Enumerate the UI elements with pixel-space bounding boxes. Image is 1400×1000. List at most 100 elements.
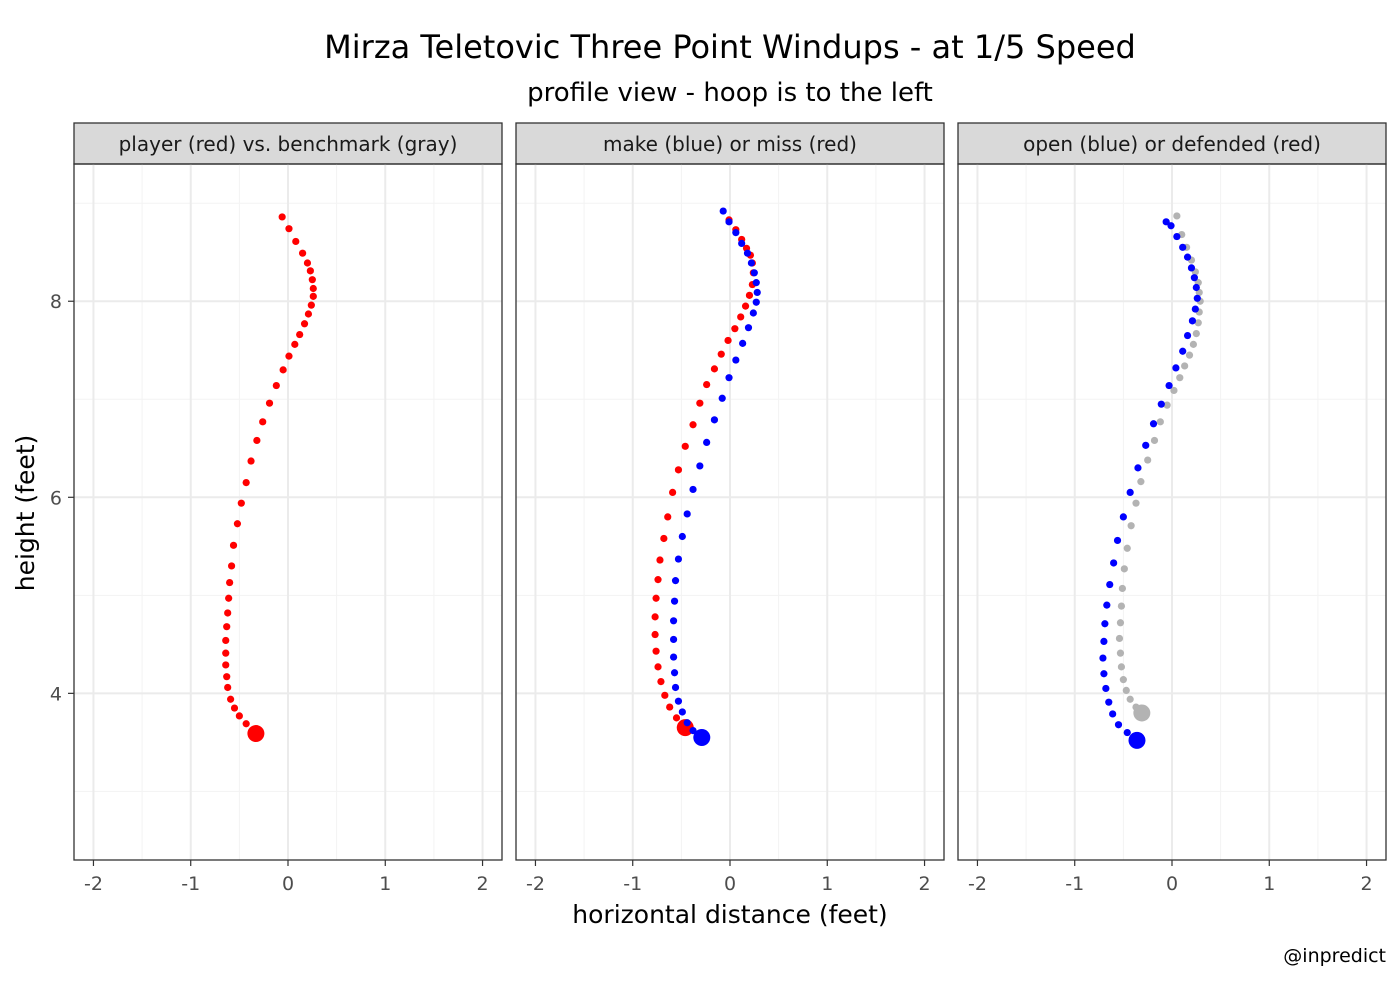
x-tick-label: 0 xyxy=(1166,873,1178,895)
data-point xyxy=(1113,536,1122,545)
data-point xyxy=(1191,305,1199,313)
data-point xyxy=(1103,601,1111,609)
data-point xyxy=(1188,317,1197,325)
data-point xyxy=(1118,584,1126,593)
data-point xyxy=(1114,721,1123,729)
data-point xyxy=(1167,222,1175,230)
data-point xyxy=(292,237,300,246)
data-point xyxy=(1185,351,1194,359)
data-point xyxy=(752,298,760,306)
x-tick-label: -2 xyxy=(84,873,103,895)
data-point xyxy=(247,725,265,743)
data-point xyxy=(651,630,659,639)
data-point xyxy=(1132,499,1140,507)
data-point xyxy=(242,478,250,487)
data-point xyxy=(265,399,274,407)
data-point xyxy=(657,677,665,686)
data-point xyxy=(732,229,740,237)
data-point xyxy=(747,259,756,267)
data-point xyxy=(1119,513,1127,521)
data-point xyxy=(652,647,660,655)
data-point xyxy=(678,532,686,541)
data-point xyxy=(737,313,745,321)
data-point xyxy=(689,727,697,735)
credit-caption: @inpredict xyxy=(1283,945,1386,967)
data-point xyxy=(1115,634,1124,643)
x-tick-label: 2 xyxy=(1360,873,1372,895)
data-point xyxy=(1189,340,1197,348)
data-point xyxy=(683,510,691,518)
data-point xyxy=(1144,456,1152,464)
data-point xyxy=(745,291,754,299)
data-point xyxy=(222,661,230,669)
x-tick-label: 1 xyxy=(1263,873,1275,895)
x-tick-label: 1 xyxy=(379,873,391,895)
data-point xyxy=(1192,329,1200,338)
data-point xyxy=(669,617,678,625)
data-point xyxy=(674,466,683,474)
data-point xyxy=(752,279,760,287)
data-point xyxy=(1179,243,1187,251)
data-point xyxy=(279,366,287,374)
facet-panel-1: player (red) vs. benchmark (gray) -2 -1 0 1 2… xyxy=(50,122,503,895)
data-point xyxy=(278,213,286,221)
data-point xyxy=(1187,264,1196,272)
data-point xyxy=(1194,319,1202,327)
x-tick-label: 1 xyxy=(821,873,833,895)
x-tick-label: -2 xyxy=(968,873,987,895)
data-point xyxy=(1183,253,1192,261)
data-point xyxy=(1110,559,1118,567)
data-point xyxy=(1137,478,1145,486)
data-point xyxy=(300,320,309,328)
data-point xyxy=(750,269,758,277)
data-point xyxy=(664,513,672,521)
data-point xyxy=(303,259,312,267)
data-point xyxy=(247,457,255,465)
data-point xyxy=(1134,464,1142,472)
data-point xyxy=(272,381,280,390)
facet-strip xyxy=(957,122,1387,165)
data-point xyxy=(732,356,740,364)
data-point xyxy=(724,336,732,345)
x-tick-label: -1 xyxy=(1065,873,1084,895)
data-point xyxy=(749,309,757,317)
data-point xyxy=(719,207,727,215)
data-point xyxy=(1116,619,1125,627)
data-point xyxy=(671,683,680,692)
data-point xyxy=(681,442,689,450)
data-point xyxy=(259,418,267,426)
data-point xyxy=(1126,488,1134,496)
y-tick-label: 4 xyxy=(50,683,62,705)
data-point xyxy=(654,576,662,584)
y-tick-label: 8 xyxy=(50,291,62,313)
facet-strip xyxy=(73,122,503,165)
data-point xyxy=(669,488,677,496)
data-point xyxy=(1117,663,1126,671)
data-point xyxy=(304,310,313,318)
data-point xyxy=(1099,654,1107,662)
data-point xyxy=(224,609,232,617)
data-point xyxy=(1176,374,1184,382)
data-point xyxy=(725,374,733,382)
data-point xyxy=(671,577,680,585)
data-point xyxy=(222,636,230,645)
data-point xyxy=(656,556,664,564)
data-point xyxy=(225,594,233,602)
data-point xyxy=(1173,212,1181,220)
x-tick-label: 0 xyxy=(724,873,736,895)
data-point xyxy=(670,669,679,677)
data-point xyxy=(285,352,293,360)
data-point xyxy=(1122,686,1130,695)
data-point xyxy=(230,704,239,712)
data-point xyxy=(1100,637,1108,645)
data-point xyxy=(674,555,683,563)
data-point xyxy=(1100,670,1108,678)
data-point xyxy=(296,330,304,339)
data-point xyxy=(291,340,299,348)
data-point xyxy=(235,712,243,720)
data-point xyxy=(725,218,733,226)
data-point xyxy=(1123,544,1131,552)
data-point xyxy=(654,663,662,671)
data-point xyxy=(739,339,747,347)
data-point xyxy=(743,249,752,257)
